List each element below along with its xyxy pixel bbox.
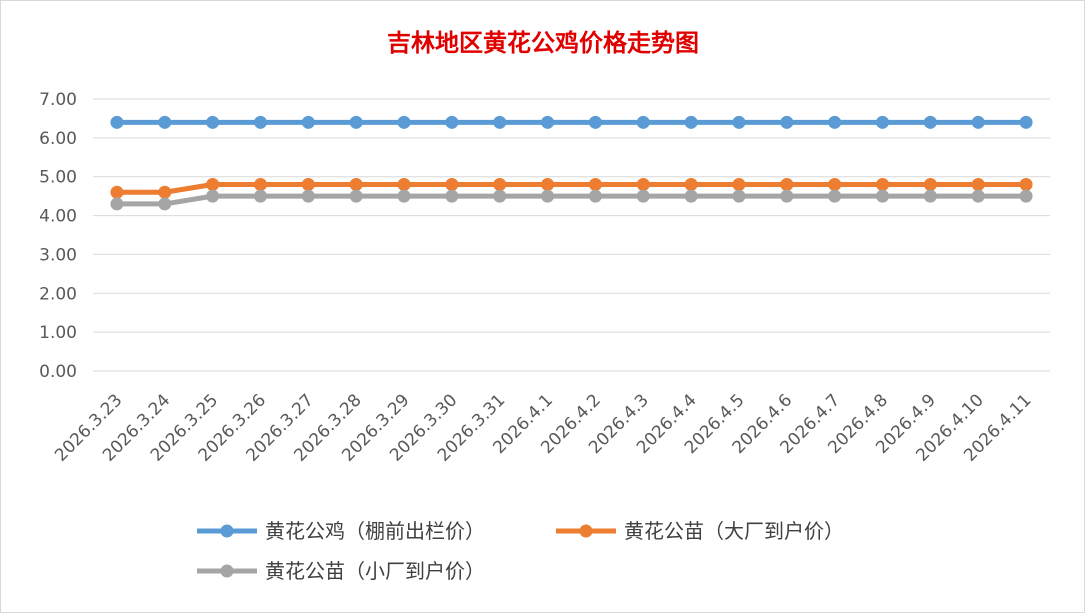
data-point (493, 189, 507, 203)
y-tick-label: 1.00 (39, 323, 77, 343)
y-axis: 0.00 1.00 2.00 3.00 4.00 5.00 6.00 7.00 (39, 90, 77, 382)
legend-marker (579, 524, 593, 538)
gridlines (93, 98, 1050, 372)
data-point (780, 189, 794, 203)
legend-item: 黄花公苗（大厂到户价） (556, 519, 844, 543)
y-tick-label: 0.00 (39, 362, 77, 382)
data-point (971, 115, 985, 129)
data-point (1019, 189, 1033, 203)
series-2 (110, 177, 1033, 199)
legend-label: 黄花公苗（大厂到户价） (624, 519, 844, 543)
legend-item: 黄花公苗（小厂到户价） (197, 559, 485, 583)
data-point (301, 189, 315, 203)
data-point (445, 189, 459, 203)
data-point (684, 177, 698, 191)
data-point (923, 177, 937, 191)
legend: 黄花公鸡（棚前出栏价） 黄花公苗（大厂到户价） 黄花公苗（小厂到户价） (197, 519, 844, 583)
data-point (541, 177, 555, 191)
data-point (971, 189, 985, 203)
series-line (116, 181, 1027, 195)
legend-marker (220, 524, 234, 538)
data-point (636, 177, 650, 191)
data-point (971, 177, 985, 191)
data-point (158, 185, 172, 199)
data-point (828, 189, 842, 203)
data-point (588, 177, 602, 191)
data-point (253, 115, 267, 129)
series-line (116, 193, 1027, 207)
x-axis: 2026.3.232026.3.242026.3.252026.3.262026… (51, 390, 1035, 465)
data-point (684, 189, 698, 203)
data-point (301, 115, 315, 129)
data-point (923, 115, 937, 129)
data-point (684, 115, 698, 129)
data-point (1019, 115, 1033, 129)
data-point (923, 189, 937, 203)
data-point (158, 197, 172, 211)
data-point (110, 197, 124, 211)
data-point (301, 177, 315, 191)
data-point (253, 189, 267, 203)
series-lines (110, 115, 1033, 211)
data-point (445, 115, 459, 129)
series-1 (110, 115, 1033, 129)
data-point (636, 189, 650, 203)
y-tick-label: 2.00 (39, 284, 77, 304)
y-tick-label: 4.00 (39, 207, 77, 227)
data-point (732, 189, 746, 203)
data-point (445, 177, 459, 191)
y-tick-label: 7.00 (39, 90, 77, 110)
data-point (397, 177, 411, 191)
data-point (828, 115, 842, 129)
data-point (588, 189, 602, 203)
data-point (349, 177, 363, 191)
legend-label: 黄花公苗（小厂到户价） (265, 559, 485, 583)
data-point (206, 115, 220, 129)
data-point (493, 115, 507, 129)
legend-label: 黄花公鸡（棚前出栏价） (265, 519, 485, 543)
legend-marker (220, 564, 234, 578)
data-point (780, 177, 794, 191)
data-point (876, 177, 890, 191)
data-point (493, 177, 507, 191)
data-point (206, 177, 220, 191)
data-point (636, 115, 650, 129)
data-point (110, 185, 124, 199)
data-point (397, 189, 411, 203)
y-tick-label: 5.00 (39, 168, 77, 188)
data-point (1019, 177, 1033, 191)
chart-title: 吉林地区黄花公鸡价格走势图 (387, 28, 699, 57)
data-point (158, 115, 172, 129)
data-point (732, 115, 746, 129)
data-point (397, 115, 411, 129)
data-point (828, 177, 842, 191)
series-3 (110, 189, 1033, 211)
data-point (876, 189, 890, 203)
data-point (541, 115, 555, 129)
data-point (349, 189, 363, 203)
y-tick-label: 6.00 (39, 129, 77, 149)
data-point (253, 177, 267, 191)
data-point (349, 115, 363, 129)
data-point (588, 115, 602, 129)
data-point (110, 115, 124, 129)
legend-item: 黄花公鸡（棚前出栏价） (197, 519, 485, 543)
data-point (541, 189, 555, 203)
data-point (876, 115, 890, 129)
y-tick-label: 3.00 (39, 245, 77, 265)
data-point (732, 177, 746, 191)
data-point (780, 115, 794, 129)
data-point (206, 189, 220, 203)
